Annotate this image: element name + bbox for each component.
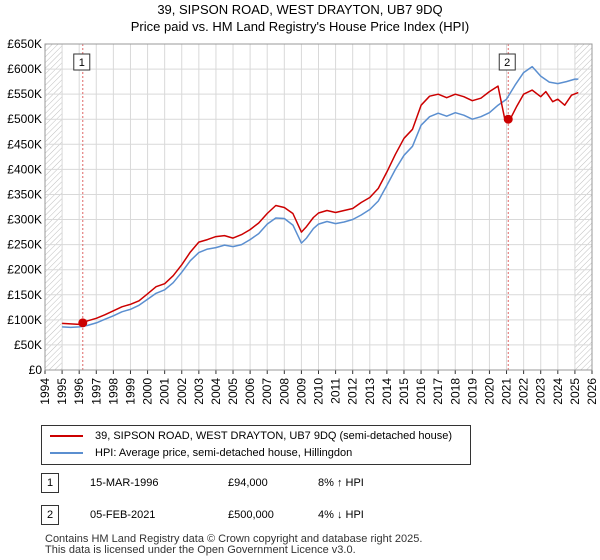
x-tick-label: 2024: [551, 378, 565, 405]
y-tick-label: £400K: [7, 162, 42, 176]
y-tick-label: £600K: [7, 62, 42, 76]
x-tick-label: 2014: [380, 378, 394, 405]
x-tick-label: 2026: [585, 378, 599, 405]
x-tick-label: 2005: [226, 378, 240, 405]
x-tick-label: 2002: [175, 378, 189, 405]
sale-box-label-2: 2: [504, 57, 510, 69]
y-tick-label: £200K: [7, 263, 42, 277]
x-tick-label: 2019: [465, 378, 479, 405]
x-tick-label: 2022: [517, 378, 531, 405]
sale-badge-1: 1: [41, 473, 59, 493]
legend-line-hpi: [50, 452, 83, 454]
x-tick-label: 1998: [106, 378, 120, 405]
y-tick-label: £450K: [7, 137, 42, 151]
chart-subtitle: Price paid vs. HM Land Registry's House …: [130, 19, 470, 34]
sale-hpi-2: 4% ↓ HPI: [318, 509, 364, 521]
sale-box-1: [73, 53, 91, 71]
footer-license: This data is licensed under the Open Gov…: [45, 544, 356, 556]
x-tick-label: 2020: [482, 378, 496, 405]
x-tick-label: 2025: [568, 378, 582, 405]
x-tick-label: 2016: [414, 378, 428, 405]
sale-date-1: 15-MAR-1996: [90, 477, 159, 489]
sale-box-2: [498, 53, 516, 71]
x-tick-label: 2010: [312, 378, 326, 405]
x-tick-label: 2008: [277, 378, 291, 405]
x-tick-label: 2004: [209, 378, 223, 405]
y-tick-label: £100K: [7, 313, 42, 327]
x-tick-label: 2011: [329, 378, 343, 404]
x-tick-label: 2003: [192, 378, 206, 405]
y-tick-label: £350K: [7, 187, 42, 201]
y-tick-label: £150K: [7, 288, 42, 302]
series-line-hpi: [62, 65, 579, 329]
y-tick-label: £0: [29, 363, 43, 377]
footer-copyright: Contains HM Land Registry data © Crown c…: [45, 533, 423, 545]
y-tick-label: £50K: [14, 338, 42, 352]
x-tick-label: 2021: [500, 378, 514, 405]
x-tick-label: 1999: [123, 378, 137, 405]
sale-price-1: £94,000: [228, 477, 268, 489]
sale-box-label-1: 1: [79, 57, 85, 69]
y-tick-label: £550K: [7, 87, 42, 101]
sale-point-1: [78, 318, 88, 328]
sale-date-2: 05-FEB-2021: [90, 509, 156, 521]
y-tick-label: £250K: [7, 238, 42, 252]
legend-label-property: 39, SIPSON ROAD, WEST DRAYTON, UB7 9DQ (…: [95, 430, 453, 442]
sale-row-2: 2 05-FEB-2021 £500,000 4% ↓ HPI: [0, 505, 600, 525]
legend-line-property: [50, 435, 83, 437]
x-tick-label: 1995: [55, 378, 69, 405]
x-tick-label: 2017: [431, 378, 445, 405]
y-tick-label: £300K: [7, 213, 42, 227]
chart-title: 39, SIPSON ROAD, WEST DRAYTON, UB7 9DQ: [157, 2, 443, 17]
hatch-before: [45, 44, 63, 370]
x-tick-label: 2015: [397, 378, 411, 405]
price-chart: 1 2 £0 £50K £100K £150K £200K £250K £300K £350K £…: [7, 37, 599, 405]
y-tick-label: £650K: [7, 37, 42, 51]
x-tick-label: 2013: [363, 378, 377, 405]
x-tick-label: 2007: [260, 378, 274, 405]
x-tick-label: 2012: [346, 378, 360, 405]
x-tick-label: 2023: [534, 378, 548, 405]
legend: 39, SIPSON ROAD, WEST DRAYTON, UB7 9DQ (…: [41, 425, 471, 465]
x-tick-label: 2006: [243, 378, 257, 405]
x-tick-label: 1994: [38, 378, 52, 405]
sale-row-1: 1 15-MAR-1996 £94,000 8% ↑ HPI: [0, 473, 600, 493]
x-tick-label: 2018: [448, 378, 462, 405]
x-tick-label: 2009: [294, 378, 308, 405]
plot-frame: [44, 43, 593, 371]
legend-label-hpi: HPI: Average price, semi-detached house,…: [95, 447, 353, 459]
y-tick-label: £500K: [7, 112, 42, 126]
x-tick-label: 1997: [89, 378, 103, 405]
sale-hpi-1: 8% ↑ HPI: [318, 477, 364, 489]
x-tick-label: 1996: [72, 378, 86, 405]
x-tick-label: 2000: [141, 378, 155, 405]
hatch-after: [574, 44, 592, 370]
x-tick-label: 2001: [158, 378, 172, 405]
sale-price-2: £500,000: [228, 509, 274, 521]
sale-point-2: [503, 114, 513, 124]
sale-badge-2: 2: [41, 505, 59, 525]
